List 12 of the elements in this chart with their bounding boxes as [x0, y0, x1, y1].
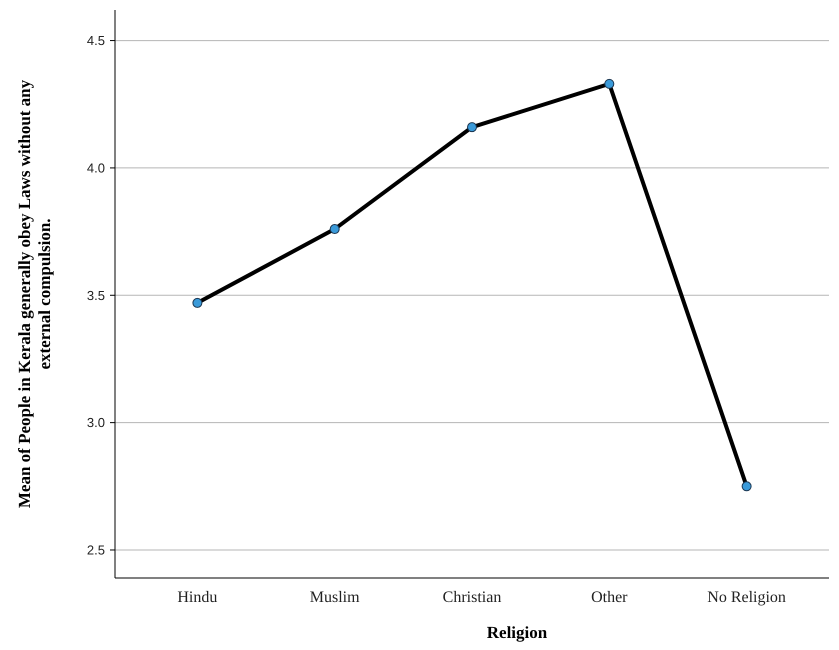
- y-axis-title: Mean of People in Kerala generally obey Laws without any external compulsion.: [15, 79, 54, 508]
- y-tick-label: 3.0: [86, 415, 105, 430]
- y-tick-label: 2.5: [86, 542, 105, 558]
- y-tick-label: 4.0: [86, 160, 105, 176]
- y-tick-label: 4.5: [86, 33, 105, 48]
- x-tick-label: Hindu: [177, 589, 218, 606]
- x-tick-label: Muslim: [310, 589, 360, 606]
- x-tick-label: No Religion: [707, 589, 786, 606]
- y-tick-label: 3.5: [86, 288, 105, 303]
- x-axis-title: Religion: [486, 623, 548, 642]
- x-tick-label: Other: [591, 589, 628, 606]
- x-tick-label: Christian: [442, 589, 502, 606]
